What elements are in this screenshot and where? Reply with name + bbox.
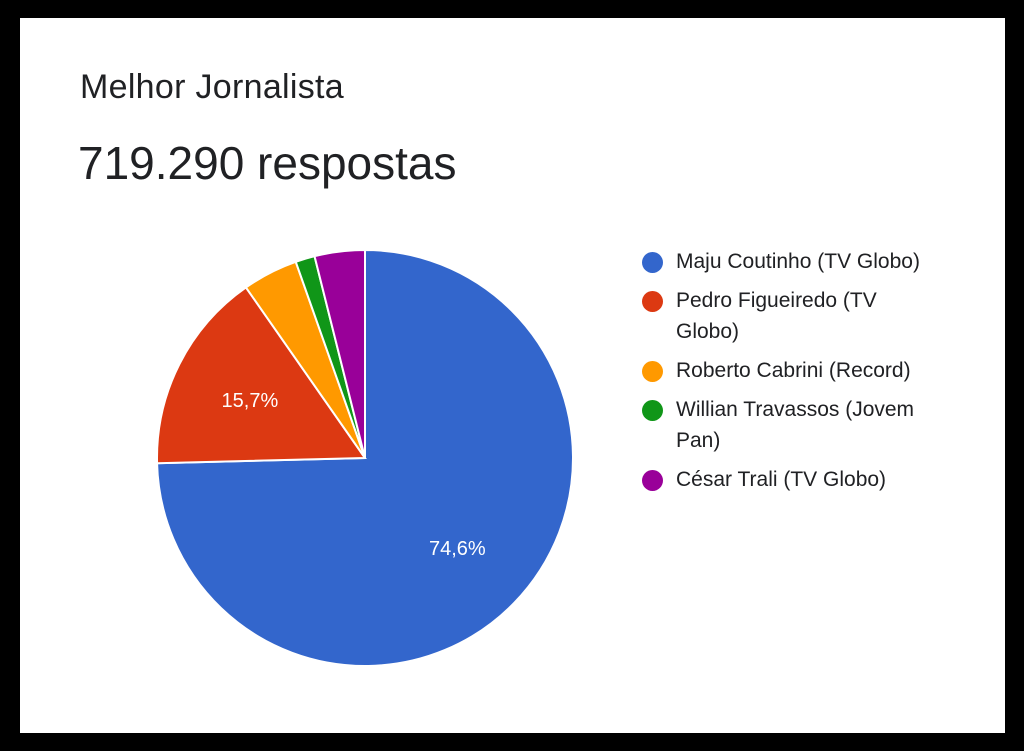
legend-label-1: Pedro Figueiredo (TV Globo) xyxy=(676,289,877,343)
legend-label-4: César Trali (TV Globo) xyxy=(676,468,887,491)
legend-label-0: Maju Coutinho (TV Globo) xyxy=(676,250,920,273)
pie-slice-1[interactable] xyxy=(156,286,367,465)
legend-swatch-4 xyxy=(642,470,663,491)
legend-item-4[interactable]: César Trali (TV Globo) xyxy=(642,464,942,495)
legend-item-3[interactable]: Willian Travassos (Jovem Pan) xyxy=(642,394,942,456)
legend-item-2[interactable]: Roberto Cabrini (Record) xyxy=(642,355,942,386)
legend-item-1[interactable]: Pedro Figueiredo (TV Globo) xyxy=(642,285,942,347)
pie-slice-4[interactable] xyxy=(313,248,366,459)
legend-label-3: Willian Travassos (Jovem Pan) xyxy=(676,398,915,452)
legend-swatch-2 xyxy=(642,361,663,382)
slice-label-1: 15,7% xyxy=(222,390,279,412)
chart-title: Melhor Jornalista xyxy=(80,68,344,106)
slice-label-0: 74,6% xyxy=(429,538,486,560)
legend-label-2: Roberto Cabrini (Record) xyxy=(676,359,911,382)
pie-chart: 74,6% 15,7% xyxy=(156,248,574,667)
pie-slice-0[interactable] xyxy=(156,248,574,667)
legend-swatch-3 xyxy=(642,400,663,421)
legend: Maju Coutinho (TV Globo) Pedro Figueiredo… xyxy=(642,246,942,503)
legend-swatch-1 xyxy=(642,291,663,312)
response-count: 719.290 respostas xyxy=(78,137,457,189)
legend-item-0[interactable]: Maju Coutinho (TV Globo) xyxy=(642,246,942,277)
chart-card: Melhor Jornalista 719.290 respostas 74,6… xyxy=(20,18,1005,733)
pie-area: 74,6% 15,7% xyxy=(20,18,1005,733)
legend-swatch-0 xyxy=(642,252,663,273)
